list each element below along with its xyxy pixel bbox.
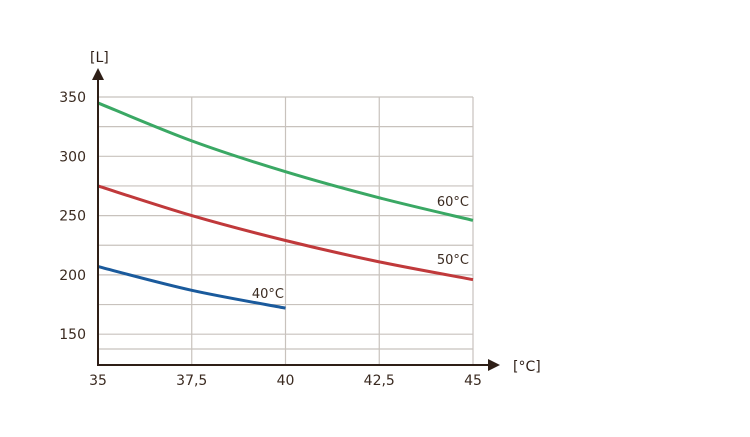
y-tick-label: 150 [59,327,86,343]
x-axis-unit-label: [°C] [513,359,541,375]
y-tick-label: 300 [59,149,86,165]
y-tick-label: 200 [59,268,86,284]
x-tick-label: 40 [277,373,295,389]
series-labels: 60°C 50°C 40°C [252,195,469,302]
series-label: 60°C [437,195,469,210]
x-tick-label: 37,5 [176,373,207,389]
series-label: 40°C [252,287,284,302]
x-tick-label: 35 [89,373,107,389]
y-axis-unit-label: [L] [90,50,109,66]
series-line-40c [97,265,286,310]
y-axis-arrow-icon [92,68,104,80]
x-tick-label: 42,5 [364,373,395,389]
tick-labels: 150 200 250 300 350 35 37,5 40 42,5 45 [59,90,482,389]
series-label: 50°C [437,253,469,268]
data-series [97,101,474,310]
x-axis-arrow-icon [488,359,500,371]
series-line-60c [97,101,474,222]
y-tick-label: 350 [59,90,86,106]
x-tick-label: 45 [464,373,482,389]
y-tick-label: 250 [59,209,86,225]
axes: [L] [°C] [90,50,541,375]
grid-lines [98,96,474,365]
series-line-50c [97,184,474,282]
